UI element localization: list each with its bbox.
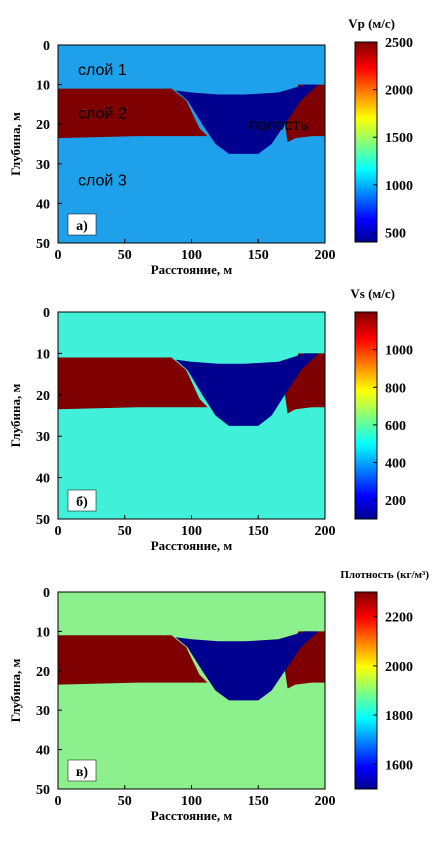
layer-background-3	[58, 592, 325, 789]
colorbar-tick-label: 2000	[385, 84, 413, 99]
colorbar-title: Vp (м/с)	[348, 16, 395, 31]
layer-2-left	[58, 88, 208, 139]
colorbar-3	[354, 591, 378, 790]
colorbar-tick-label: 800	[385, 381, 406, 396]
y-tick-label: 50	[36, 513, 50, 528]
colorbar-1	[354, 41, 378, 243]
y-tick-label: 10	[36, 347, 50, 362]
x-axis-label: Расстояние, м	[151, 808, 233, 823]
layer-background-2	[58, 312, 325, 519]
y-tick-label: 40	[36, 197, 50, 212]
y-tick-label: 50	[36, 237, 50, 252]
y-tick-label: 30	[36, 430, 50, 445]
y-tick-label: 40	[36, 744, 50, 759]
colorbar-tick-label: 1000	[385, 179, 413, 194]
y-tick-label: 10	[36, 79, 50, 94]
x-tick-label: 150	[248, 794, 269, 809]
colorbar-2	[354, 311, 378, 520]
y-tick-label: 30	[36, 704, 50, 719]
colorbar-title: Плотность (кг/м³)	[340, 569, 429, 581]
layer-background-1	[58, 45, 325, 243]
colorbar-tick-label: 1600	[385, 758, 413, 773]
y-tick-label: 30	[36, 158, 50, 173]
colorbar-tick-label: 1500	[385, 131, 413, 146]
x-tick-label: 50	[118, 248, 132, 263]
annotation-label: полость	[249, 117, 308, 134]
y-axis-label: Глубина, м	[8, 383, 23, 447]
panel-label-box	[67, 489, 97, 512]
colorbar-tick-label: 400	[385, 457, 406, 472]
y-tick-label: 0	[43, 586, 50, 601]
annotation-label: слой 1	[78, 62, 127, 79]
y-tick-label: 0	[43, 306, 50, 321]
cavity	[175, 631, 319, 701]
layer-2-left	[58, 635, 208, 685]
panel-label: а)	[76, 219, 88, 234]
x-tick-label: 0	[55, 248, 62, 263]
x-tick-label: 200	[315, 248, 336, 263]
x-tick-label: 0	[55, 524, 62, 539]
y-tick-label: 10	[36, 625, 50, 640]
y-tick-label: 20	[36, 389, 50, 404]
x-tick-label: 50	[118, 524, 132, 539]
annotation-label: слой 3	[78, 173, 127, 190]
panel-label-box	[67, 213, 97, 236]
y-tick-label: 50	[36, 783, 50, 798]
layer-2-left	[58, 357, 208, 410]
x-tick-label: 100	[181, 794, 202, 809]
colorbar-tick-label: 600	[385, 419, 406, 434]
x-tick-label: 150	[248, 248, 269, 263]
y-axis-label: Глубина, м	[8, 658, 23, 722]
x-tick-label: 100	[181, 524, 202, 539]
colorbar-title: Vs (м/с)	[350, 286, 395, 301]
colorbar-tick-label: 2500	[385, 36, 413, 51]
colorbar-tick-label: 2200	[385, 611, 413, 626]
colorbar-tick-label: 500	[385, 226, 406, 241]
y-tick-label: 20	[36, 665, 50, 680]
x-tick-label: 100	[181, 248, 202, 263]
colorbar-tick-label: 200	[385, 494, 406, 509]
x-tick-label: 150	[248, 524, 269, 539]
cavity	[175, 84, 319, 154]
y-tick-label: 0	[43, 39, 50, 54]
colorbar-tick-label: 2000	[385, 660, 413, 675]
x-tick-label: 0	[55, 794, 62, 809]
y-axis-label: Глубина, м	[8, 112, 23, 176]
colorbar-tick-label: 1800	[385, 709, 413, 724]
colorbar-tick-label: 1000	[385, 344, 413, 359]
panel-label-box	[67, 759, 97, 782]
y-tick-label: 20	[36, 118, 50, 133]
x-tick-label: 200	[315, 794, 336, 809]
panel-label: в)	[76, 765, 89, 780]
x-tick-label: 200	[315, 524, 336, 539]
cavity	[175, 353, 319, 426]
x-axis-label: Расстояние, м	[151, 538, 233, 553]
y-tick-label: 40	[36, 472, 50, 487]
x-axis-label: Расстояние, м	[151, 262, 233, 277]
annotation-label: слой 2	[78, 105, 127, 122]
x-tick-label: 50	[118, 794, 132, 809]
panel-label: б)	[76, 495, 88, 510]
